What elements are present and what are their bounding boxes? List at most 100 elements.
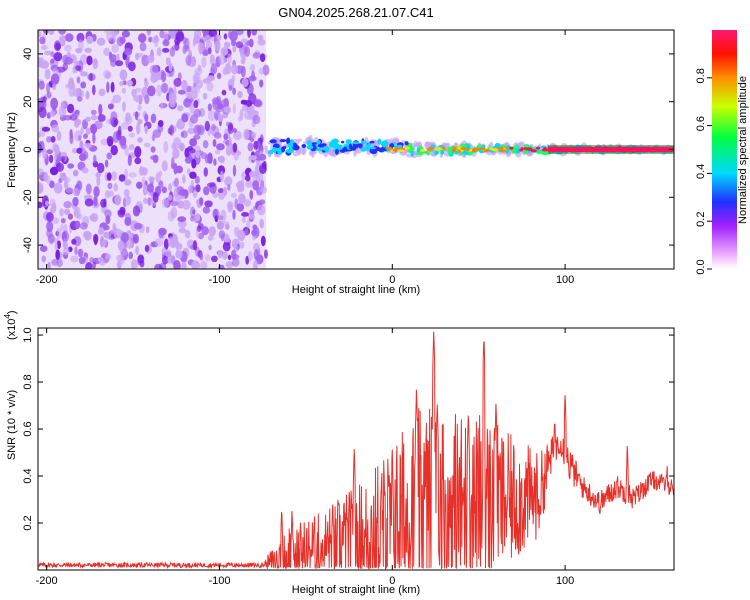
signal-blob <box>377 138 382 145</box>
colorbar: 0.0 0.2 0.4 0.6 0.8 Normalized spectral ampl… <box>695 30 749 275</box>
noise-blob <box>81 147 86 156</box>
noise-blob <box>160 102 164 110</box>
noise-blob <box>249 189 254 200</box>
noise-blob <box>50 97 58 110</box>
noise-blob <box>137 137 143 143</box>
noise-blob <box>241 77 249 88</box>
signal-blob <box>360 147 367 152</box>
y-tick-label: 0.8 <box>22 374 34 389</box>
noise-blob <box>72 169 79 177</box>
noise-blob <box>112 31 117 43</box>
noise-blob <box>50 58 55 64</box>
noise-blob <box>262 161 267 170</box>
noise-blob <box>249 63 256 72</box>
noise-blob <box>171 156 175 169</box>
noise-blob <box>86 35 94 44</box>
noise-blob <box>156 84 162 97</box>
signal-blob <box>272 147 280 151</box>
noise-blob <box>237 90 243 99</box>
noise-blob <box>71 238 77 245</box>
noise-blob <box>204 254 211 262</box>
noise-blob <box>186 168 191 176</box>
noise-blob <box>195 150 200 159</box>
noise-blob <box>59 208 64 217</box>
noise-blob <box>179 189 189 197</box>
noise-blob <box>40 45 48 50</box>
noise-blob <box>69 81 76 91</box>
noise-blob <box>204 34 211 43</box>
noise-blob <box>161 160 168 172</box>
noise-blob <box>117 240 125 251</box>
noise-blob <box>106 135 114 146</box>
noise-blob <box>90 212 99 223</box>
noise-blob <box>232 142 238 153</box>
noise-blob <box>78 256 86 265</box>
noise-blob <box>255 161 262 167</box>
noise-blob <box>96 37 106 46</box>
noise-blob <box>174 177 179 187</box>
noise-blob <box>195 213 201 222</box>
noise-blob <box>110 58 117 67</box>
signal-blob <box>287 142 293 148</box>
noise-blob <box>227 204 234 213</box>
signal-blob <box>316 148 323 152</box>
noise-blob <box>79 222 88 230</box>
signal-blob <box>306 145 314 150</box>
noise-blob <box>255 171 260 177</box>
noise-blob <box>141 176 146 188</box>
noise-blob <box>90 109 97 115</box>
noise-blob <box>154 238 164 247</box>
noise-blob <box>178 166 183 172</box>
noise-blob <box>240 99 248 105</box>
signal-blob <box>360 140 367 144</box>
noise-blob <box>199 253 204 261</box>
noise-blob <box>192 190 198 198</box>
noise-blob <box>104 209 112 218</box>
noise-blob <box>181 79 188 91</box>
y-tick-label: 1.0 <box>22 327 34 342</box>
snr-exponent-base: (x10 <box>6 319 18 340</box>
noise-blob <box>123 189 130 197</box>
signal-blob <box>350 146 357 151</box>
noise-blob <box>216 215 224 221</box>
noise-blob <box>226 145 232 156</box>
signal-halo <box>264 145 269 151</box>
noise-blob <box>76 96 83 102</box>
noise-blob <box>72 66 76 74</box>
noise-blob <box>259 199 266 205</box>
noise-blob <box>191 158 197 169</box>
noise-blob <box>113 226 118 239</box>
noise-blob <box>59 156 66 162</box>
noise-blob <box>151 65 159 73</box>
noise-blob <box>137 104 142 111</box>
noise-blob <box>45 200 49 206</box>
noise-blob <box>207 103 212 112</box>
noise-blob <box>147 197 152 206</box>
signal-blob <box>447 151 451 155</box>
noise-blob <box>257 38 266 46</box>
noise-blob <box>214 40 221 52</box>
noise-blob <box>258 67 265 75</box>
noise-blob <box>264 249 268 259</box>
noise-blob <box>85 143 92 149</box>
noise-blob <box>138 165 145 176</box>
noise-blob <box>243 128 250 141</box>
signal-blob <box>301 144 307 148</box>
noise-blob <box>135 87 142 93</box>
noise-blob <box>39 36 46 45</box>
noise-blob <box>49 110 56 118</box>
noise-blob <box>245 179 253 188</box>
noise-blob <box>121 30 130 38</box>
noise-blob <box>209 54 215 66</box>
noise-blob <box>92 132 96 144</box>
noise-blob <box>134 111 139 121</box>
noise-blob <box>72 196 79 207</box>
noise-blob <box>82 230 91 239</box>
noise-blob <box>144 244 150 253</box>
noise-blob <box>86 55 93 66</box>
noise-blob <box>237 150 242 156</box>
noise-blob <box>171 44 180 52</box>
y-tick-label: -20 <box>22 189 34 205</box>
noise-blob <box>197 42 205 54</box>
